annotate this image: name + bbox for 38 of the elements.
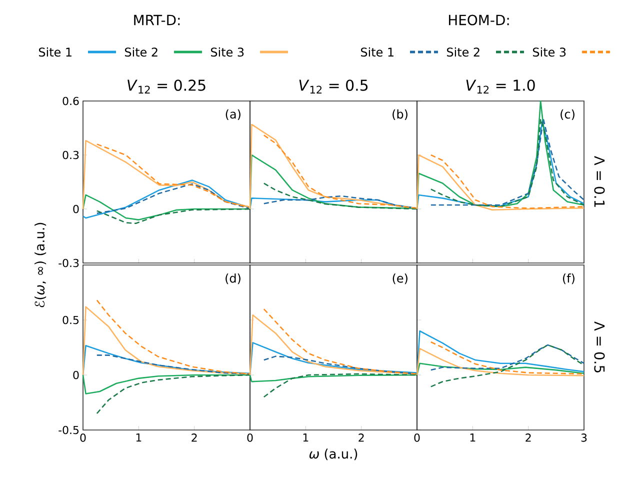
y2-axis-title: Λ = 0.1 [594, 156, 605, 207]
y-tick-label: -0.5 [58, 426, 79, 434]
legend-label: Site 3 [210, 47, 244, 57]
y-tick-label: 0.5 [62, 316, 79, 324]
annotation: (d) [226, 273, 240, 284]
annotation: (b) [392, 109, 408, 120]
y-tick-label: 0 [73, 370, 79, 380]
x-tick-label: 1 [303, 434, 308, 442]
x-tick-label: 1 [136, 434, 142, 442]
x-tick-label: 0 [414, 434, 420, 442]
y-tick-label: -0.3 [58, 258, 79, 268]
x-tick-label: 3 [581, 434, 587, 442]
legend-label: Site 2 [124, 47, 158, 57]
annotation: (f) [562, 273, 574, 284]
legend-label: Site 2 [446, 47, 480, 57]
x-tick-label: 2 [192, 434, 197, 442]
y-tick-label: 0 [73, 204, 79, 214]
x-tick-label: 0 [247, 434, 253, 442]
chart-title: V$_{12}$ = 0.5 [299, 80, 368, 94]
y-axis-title: ℰ(ω, ∞) (a.u.) [34, 222, 46, 308]
chart-title: V$_{12}$ = 0.25 [128, 80, 206, 94]
legend-title: MRT-D: [134, 14, 180, 26]
y-tick-label: 0.3 [62, 150, 79, 160]
legend-title: HEOM-D: [448, 14, 509, 26]
legend-label: Site 1 [360, 47, 394, 57]
annotation: (c) [560, 109, 574, 120]
x-tick-label: 1 [470, 434, 476, 442]
x-axis-title: ω (a.u.) [309, 448, 358, 460]
x-tick-label: 2 [358, 434, 364, 442]
legend-label: Site 1 [38, 47, 72, 57]
y2-axis-title: Λ = 0.5 [594, 321, 605, 372]
x-tick-label: 0 [80, 434, 86, 442]
annotation: (a) [226, 109, 240, 120]
annotation: (e) [392, 273, 408, 284]
x-tick-label: 2 [526, 434, 531, 442]
chart-title: V$_{12}$ = 1.0 [466, 80, 535, 94]
y-tick-label: 0.6 [62, 96, 79, 106]
legend-label: Site 3 [532, 47, 566, 57]
